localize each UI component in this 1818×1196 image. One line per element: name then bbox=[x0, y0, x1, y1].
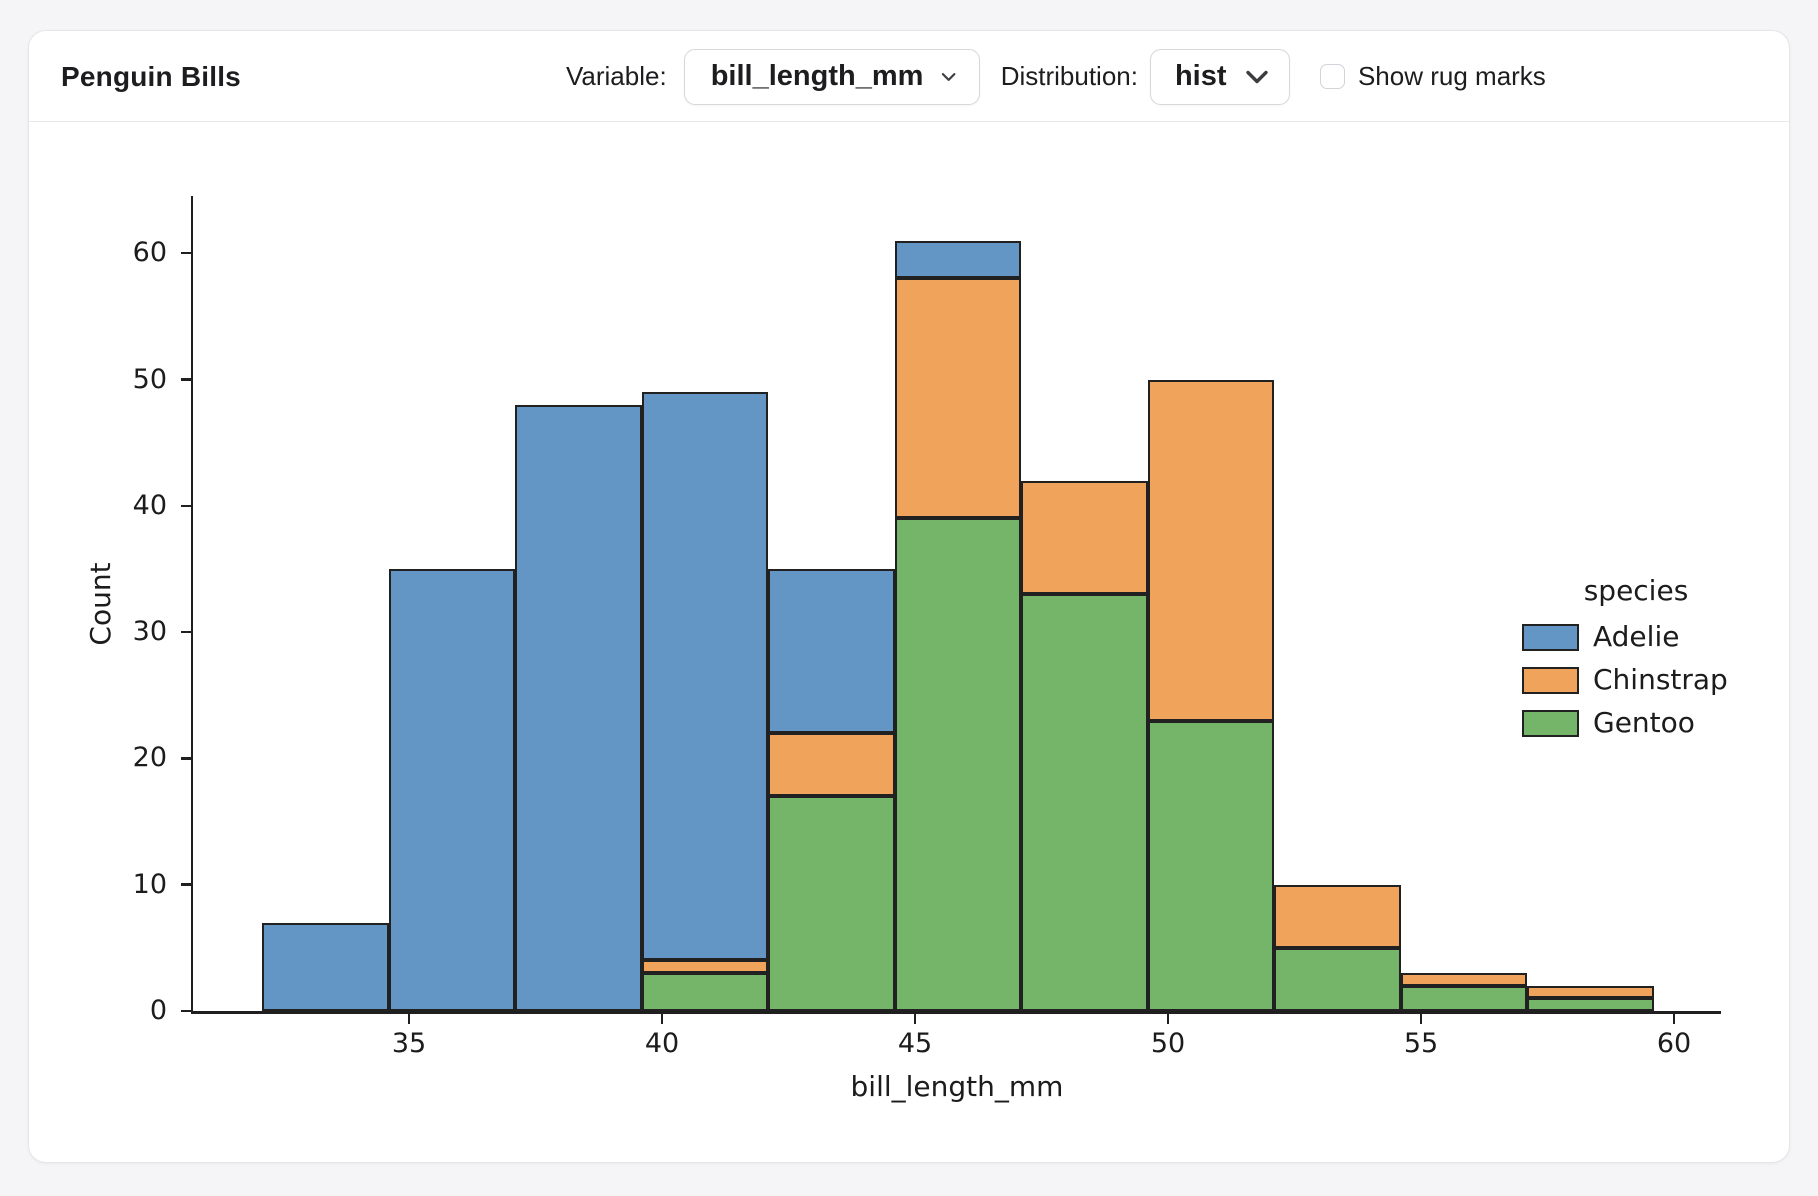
x-tick-mark bbox=[660, 1013, 664, 1024]
x-tick-label: 60 bbox=[1656, 1028, 1692, 1059]
bar-segment-gentoo bbox=[1274, 947, 1401, 1011]
y-tick-mark bbox=[180, 630, 191, 634]
y-tick-mark bbox=[180, 757, 191, 760]
x-tick-label: 55 bbox=[1403, 1028, 1439, 1059]
legend-label-chinstrap: Chinstrap bbox=[1593, 663, 1728, 696]
y-tick-mark bbox=[180, 1009, 191, 1013]
bar-segment-adelie bbox=[515, 404, 642, 1011]
bar-segment-chinstrap bbox=[1274, 884, 1401, 948]
distribution-select[interactable]: hist bbox=[1149, 48, 1290, 105]
bar-segment-gentoo bbox=[1527, 998, 1654, 1011]
y-axis-spine bbox=[190, 196, 193, 1014]
bar-segment-adelie bbox=[894, 240, 1022, 279]
distribution-label: Distribution: bbox=[1000, 61, 1138, 91]
x-axis-spine bbox=[190, 1011, 1721, 1014]
variable-select[interactable]: bill_length_mm bbox=[683, 48, 980, 105]
y-tick-label: 50 bbox=[132, 363, 167, 395]
app-card: Penguin Bills Variable: bill_length_mm D… bbox=[28, 30, 1790, 1163]
x-tick-mark bbox=[1672, 1013, 1676, 1024]
bar-segment-chinstrap bbox=[768, 733, 895, 797]
x-tick-label: 45 bbox=[897, 1028, 933, 1059]
legend-swatch-chinstrap bbox=[1522, 666, 1579, 694]
bar-segment-chinstrap bbox=[1527, 985, 1654, 999]
bar-segment-adelie bbox=[641, 392, 769, 961]
x-tick-mark bbox=[913, 1013, 917, 1024]
bar-segment-adelie bbox=[262, 922, 389, 1011]
x-axis-label: bill_length_mm bbox=[850, 1070, 1064, 1103]
legend-title: species bbox=[1583, 574, 1689, 607]
legend-swatch-adelie bbox=[1522, 623, 1579, 651]
bar-segment-gentoo bbox=[768, 796, 895, 1011]
bar-segment-chinstrap bbox=[641, 960, 769, 974]
distribution-select-value: hist bbox=[1174, 60, 1227, 92]
legend-swatch-gentoo bbox=[1522, 709, 1579, 737]
y-tick-mark bbox=[180, 251, 191, 255]
y-axis-label: Count bbox=[84, 561, 117, 646]
y-tick-label: 20 bbox=[132, 742, 167, 774]
bar-segment-chinstrap bbox=[1021, 480, 1148, 595]
y-tick-mark bbox=[180, 504, 191, 508]
bar-segment-gentoo bbox=[1400, 985, 1528, 1011]
y-tick-label: 0 bbox=[149, 995, 167, 1026]
bar-segment-gentoo bbox=[1021, 594, 1148, 1011]
bar-segment-gentoo bbox=[641, 973, 769, 1011]
show-rug-label: Show rug marks bbox=[1357, 61, 1546, 91]
bar-segment-gentoo bbox=[894, 518, 1022, 1011]
y-tick-label: 40 bbox=[132, 489, 167, 521]
bar-segment-chinstrap bbox=[1147, 379, 1275, 721]
page-title: Penguin Bills bbox=[61, 60, 241, 92]
show-rug-checkbox[interactable] bbox=[1319, 64, 1345, 89]
x-tick-mark bbox=[1166, 1013, 1170, 1024]
variable-select-value: bill_length_mm bbox=[710, 60, 924, 92]
y-tick-mark bbox=[180, 883, 191, 886]
legend-label-gentoo: Gentoo bbox=[1593, 706, 1695, 739]
x-tick-mark bbox=[1419, 1013, 1423, 1024]
x-tick-label: 50 bbox=[1150, 1028, 1186, 1059]
y-tick-mark bbox=[180, 378, 191, 381]
bar-segment-chinstrap bbox=[894, 278, 1022, 519]
bar-segment-adelie bbox=[768, 568, 895, 734]
y-tick-label: 10 bbox=[132, 868, 167, 900]
bar-segment-gentoo bbox=[1147, 720, 1275, 1011]
variable-label: Variable: bbox=[566, 61, 667, 91]
chevron-down-icon bbox=[1246, 70, 1268, 83]
bar-segment-adelie bbox=[388, 568, 516, 1011]
y-tick-label: 60 bbox=[132, 237, 167, 269]
x-tick-label: 35 bbox=[391, 1028, 427, 1059]
x-tick-mark bbox=[407, 1013, 411, 1024]
legend-label-adelie: Adelie bbox=[1593, 620, 1680, 653]
histogram-chart: 0 10 20 30 40 50 60 35 40 45 50 55 60 Count bill_lengt… bbox=[29, 122, 1789, 1162]
bar-segment-chinstrap bbox=[1400, 973, 1528, 986]
header-controls: Variable: bill_length_mm Distribution: h… bbox=[566, 31, 1546, 122]
x-tick-label: 40 bbox=[644, 1028, 680, 1059]
chevron-down-icon bbox=[942, 72, 956, 81]
header-bar: Penguin Bills Variable: bill_length_mm D… bbox=[29, 31, 1789, 122]
y-tick-label: 30 bbox=[132, 616, 167, 648]
